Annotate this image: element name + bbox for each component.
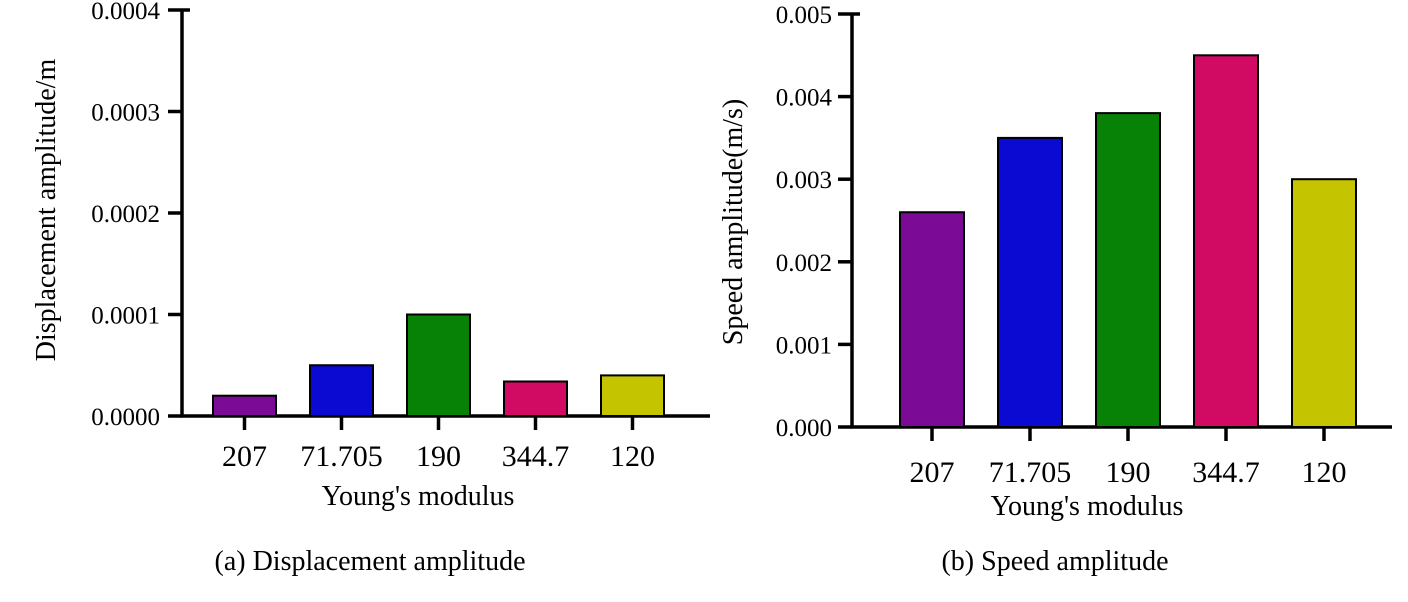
chart-a-bar-0 <box>212 394 277 418</box>
chart-b-category-label: 207 <box>910 456 955 489</box>
chart-a-category-label: 344.7 <box>502 440 570 473</box>
chart-a-ytick-label: 0.0004 <box>91 0 160 25</box>
chart-b-ytick-label: 0.004 <box>776 85 833 112</box>
chart-a-category-label: 190 <box>416 440 461 473</box>
chart-a-caption: (a) Displacement amplitude <box>215 546 526 577</box>
chart-b-xlabel: Young's modulus <box>991 491 1184 522</box>
chart-b-caption: (b) Speed amplitude <box>941 546 1168 577</box>
chart-b-category-label: 190 <box>1106 456 1151 489</box>
chart-a-bar-3 <box>503 380 568 417</box>
chart-b-ytick-label: 0.001 <box>776 332 832 359</box>
chart-b-bar-1 <box>997 136 1063 428</box>
chart-a-bar-1 <box>309 364 374 417</box>
speed-chart: Speed amplitude(m/s) Young's modulus (b)… <box>718 2 1392 577</box>
chart-b-bar-0 <box>899 211 965 428</box>
chart-a-category-label: 71.705 <box>300 440 383 473</box>
chart-a-ytick-label: 0.0000 <box>91 404 160 431</box>
chart-b-category-label: 71.705 <box>989 456 1072 489</box>
chart-a-ytick-label: 0.0003 <box>91 100 160 127</box>
chart-b-bar-4 <box>1291 178 1357 428</box>
chart-b-bar-2 <box>1095 112 1161 429</box>
chart-b-ytick-label: 0.002 <box>776 250 832 277</box>
chart-b-bar-3 <box>1193 54 1259 429</box>
chart-a-ytick-label: 0.0001 <box>91 303 160 330</box>
chart-a-ylabel: Displacement amplitude/m <box>31 59 62 362</box>
chart-b-ytick-label: 0.005 <box>776 2 832 29</box>
chart-b-category-label: 120 <box>1302 456 1347 489</box>
chart-a-bar-2 <box>406 313 471 417</box>
chart-b-ytick-label: 0.003 <box>776 167 832 194</box>
chart-a-xlabel: Young's modulus <box>322 481 515 512</box>
chart-b-ylabel: Speed amplitude(m/s) <box>718 99 749 346</box>
chart-b-ytick-label: 0.000 <box>776 415 832 442</box>
chart-a-ytick-label: 0.0002 <box>91 201 160 228</box>
displacement-chart: Displacement amplitude/m Young's modulus… <box>31 0 710 577</box>
chart-a-category-label: 207 <box>222 440 267 473</box>
chart-b-category-label: 344.7 <box>1192 456 1260 489</box>
chart-a-bar-4 <box>600 374 665 417</box>
chart-a-category-label: 120 <box>610 440 655 473</box>
